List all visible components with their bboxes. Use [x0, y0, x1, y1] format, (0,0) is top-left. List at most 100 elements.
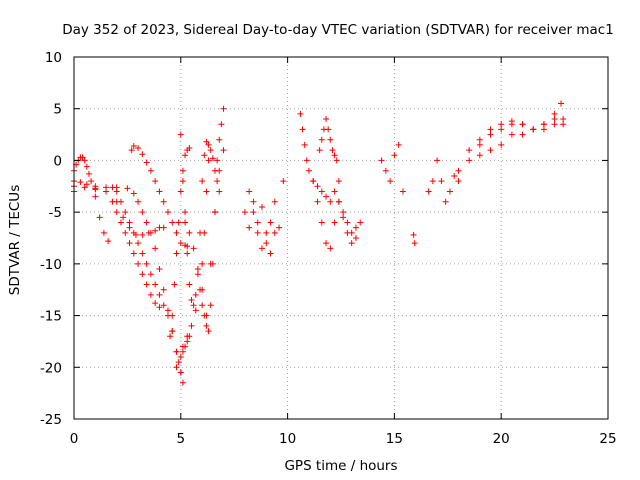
- data-point: [139, 271, 146, 278]
- data-point: [182, 209, 189, 216]
- data-point: [139, 209, 146, 216]
- data-point: [329, 147, 336, 154]
- data-point: [540, 121, 547, 128]
- data-point: [429, 178, 436, 185]
- data-point: [152, 245, 159, 252]
- sat-trace-l: [199, 105, 227, 335]
- axis-ticks: [73, 56, 609, 420]
- data-point: [318, 188, 325, 195]
- data-point: [498, 141, 505, 148]
- data-point: [156, 266, 163, 273]
- y-tick-labels: -25 -20 -15 -10 -5 0 5 10: [40, 50, 62, 428]
- sat-trace-e: [128, 142, 191, 250]
- data-point: [173, 348, 180, 355]
- data-point: [220, 105, 227, 112]
- data-point: [327, 198, 334, 205]
- data-point: [258, 245, 265, 252]
- data-point: [455, 178, 462, 185]
- data-point: [327, 136, 334, 143]
- data-point: [382, 167, 389, 174]
- chart-title: Day 352 of 2023, Sidereal Day-to-day VTE…: [62, 22, 614, 38]
- data-point: [299, 126, 306, 133]
- data-point: [169, 312, 176, 319]
- data-point: [487, 147, 494, 154]
- data-point: [179, 167, 186, 174]
- data-point: [519, 121, 526, 128]
- data-point: [130, 142, 137, 149]
- data-point: [250, 209, 257, 216]
- data-point: [357, 219, 364, 226]
- data-point: [120, 214, 127, 221]
- data-point: [519, 131, 526, 138]
- data-point: [177, 240, 184, 247]
- data-point: [143, 260, 150, 267]
- data-point: [487, 131, 494, 138]
- x-tick-labels: 0 5 10 15 20 25: [70, 431, 617, 447]
- data-point: [184, 250, 191, 257]
- sat-trace-v: [455, 100, 565, 174]
- x-tick-label: 15: [386, 431, 403, 447]
- data-point: [301, 141, 308, 148]
- data-point: [551, 110, 558, 117]
- data-point: [207, 302, 214, 309]
- sat-trace-b: [71, 178, 184, 376]
- data-point: [145, 229, 152, 236]
- data-point: [143, 159, 150, 166]
- data-point: [160, 224, 167, 231]
- data-point: [135, 145, 142, 152]
- data-point: [205, 157, 212, 164]
- data-point: [147, 291, 154, 298]
- sat-trace-n: [246, 198, 278, 257]
- sat-trace-q: [316, 116, 340, 164]
- y-tick-label: 10: [45, 50, 62, 66]
- y-tick-label: 0: [53, 153, 62, 169]
- data-point: [164, 209, 171, 216]
- data-point: [348, 240, 355, 247]
- x-tick-label: 0: [70, 431, 79, 447]
- data-point: [340, 209, 347, 216]
- data-point: [352, 235, 359, 241]
- data-point: [218, 121, 225, 128]
- data-point: [276, 224, 283, 231]
- data-point: [250, 198, 257, 205]
- data-point: [323, 193, 330, 200]
- data-point: [124, 185, 131, 192]
- data-point: [344, 219, 351, 226]
- data-point: [139, 250, 146, 257]
- data-point: [103, 188, 110, 195]
- data-point: [335, 198, 342, 205]
- sat-trace-x: [476, 110, 567, 159]
- data-point: [378, 157, 385, 164]
- data-point: [267, 219, 274, 226]
- data-point: [160, 286, 167, 293]
- data-point: [327, 245, 334, 252]
- data-point: [280, 178, 287, 185]
- data-point: [79, 154, 86, 161]
- data-point: [147, 271, 154, 278]
- data-point: [325, 126, 332, 133]
- data-point: [331, 188, 338, 195]
- data-point: [105, 238, 112, 245]
- data-point: [143, 219, 150, 226]
- data-point: [201, 152, 208, 159]
- data-point: [305, 167, 312, 174]
- data-point: [177, 188, 184, 195]
- sat-trace-s: [378, 141, 406, 195]
- sat-trace-o: [297, 110, 342, 205]
- data-point: [186, 145, 193, 152]
- sat-trace-i: [177, 131, 223, 309]
- data-point: [446, 188, 453, 195]
- x-tick-label: 10: [279, 431, 296, 447]
- data-point: [216, 136, 223, 143]
- data-point: [160, 302, 167, 309]
- data-point: [135, 260, 142, 267]
- data-point: [340, 214, 347, 221]
- data-point: [177, 369, 184, 376]
- data-point: [476, 152, 483, 159]
- data-point: [455, 167, 462, 174]
- sat-trace-w: [466, 116, 567, 154]
- y-tick-label: -15: [40, 309, 62, 325]
- data-point: [314, 198, 321, 205]
- data-point: [271, 229, 278, 236]
- data-point: [487, 126, 494, 133]
